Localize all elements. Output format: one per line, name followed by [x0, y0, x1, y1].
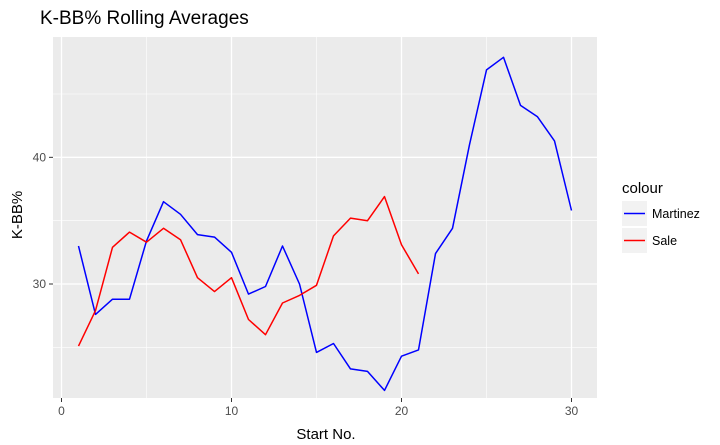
chart-title: K-BB% Rolling Averages — [40, 8, 249, 29]
x-tick-label: 30 — [565, 404, 579, 418]
x-axis-title: Start No. — [296, 426, 355, 443]
x-tick-label: 0 — [58, 404, 65, 418]
x-axis-ticks: 0 10 20 30 — [58, 398, 578, 418]
y-axis-ticks: 30 40 — [33, 150, 53, 291]
legend-title: colour — [622, 180, 663, 197]
x-tick-label: 10 — [225, 404, 239, 418]
major-gridlines — [53, 37, 597, 398]
legend-label-sale: Sale — [652, 234, 677, 248]
legend: colour Martinez Sale — [622, 180, 700, 253]
x-tick-label: 20 — [395, 404, 409, 418]
plot-panel — [53, 37, 597, 398]
y-axis-title: K-BB% — [9, 191, 26, 239]
series-layer — [77, 56, 573, 392]
y-tick-label: 40 — [33, 150, 47, 164]
legend-label-martinez: Martinez — [652, 207, 700, 221]
series-line-sale — [77, 195, 420, 347]
y-tick-label: 30 — [33, 277, 47, 291]
series-line-martinez — [77, 56, 573, 392]
